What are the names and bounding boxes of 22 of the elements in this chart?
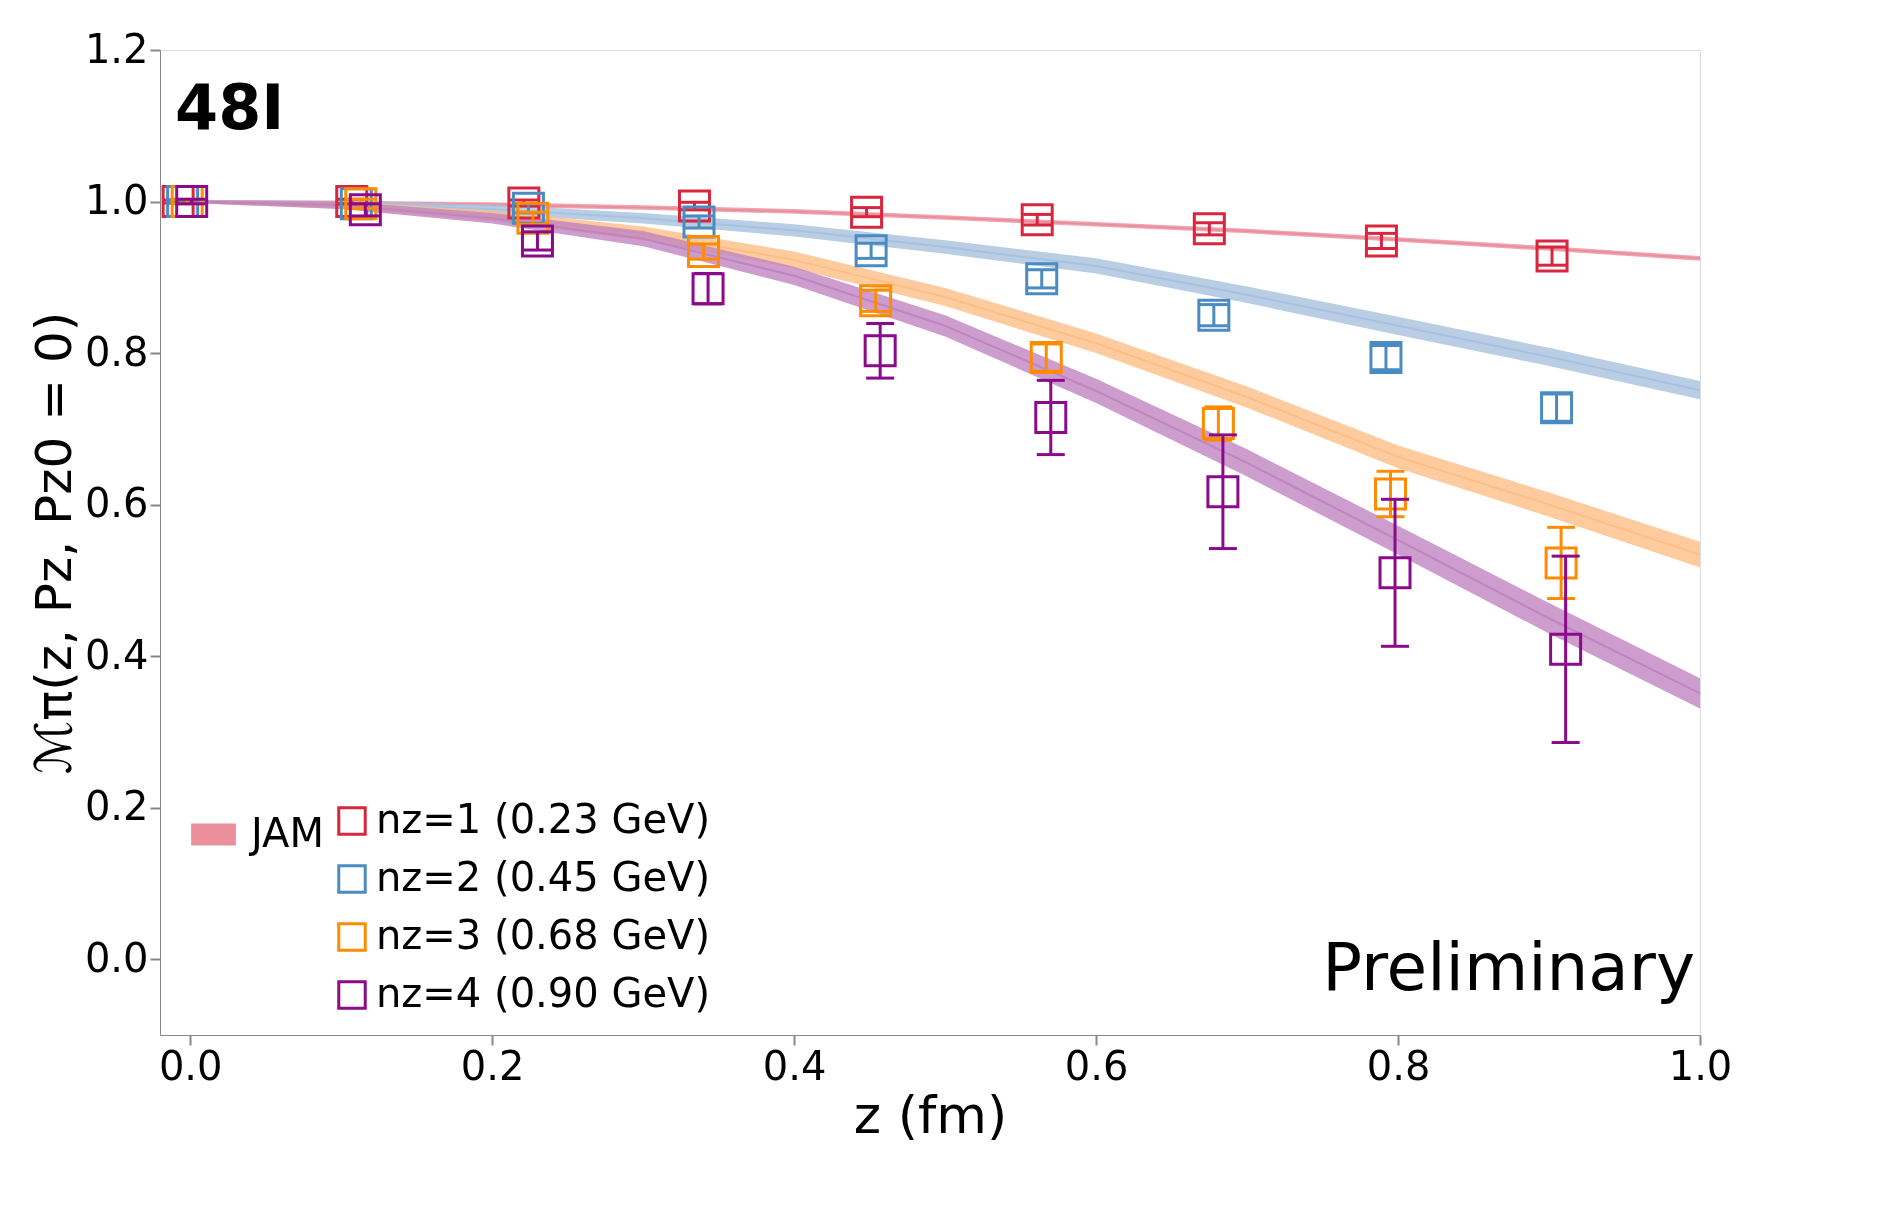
y-tick-label: 0.8 [84,328,149,375]
x-tick-label: 1.0 [1668,1042,1733,1089]
legend-label: nz=4 (0.90 GeV) [376,970,710,1016]
y-axis-title: ℳπ(z, Pz, Pz0 = 0) [24,311,83,775]
x-tick-label: 0.0 [158,1042,223,1089]
x-tick-label: 0.6 [1064,1042,1129,1089]
annotation: Preliminary [1322,929,1695,1006]
annotation: 48I [175,71,285,144]
x-axis-title: z (fm) [853,1084,1008,1145]
x-tick-label: 0.2 [460,1042,525,1089]
y-tick-label: 0.4 [84,631,149,678]
legend-label: nz=1 (0.23 GeV) [376,796,710,842]
y-tick-label: 0.0 [84,934,149,981]
y-tick-label: 0.2 [84,783,149,830]
legend-label: JAM [248,809,324,856]
legend-label: nz=2 (0.45 GeV) [376,854,710,900]
x-tick-label: 0.8 [1366,1042,1431,1089]
y-tick-label: 1.0 [84,177,149,224]
x-tick-label: 0.4 [762,1042,827,1089]
legend-label: nz=3 (0.68 GeV) [376,912,710,958]
y-tick-label: 0.6 [84,480,149,527]
y-tick-label: 1.2 [84,25,149,72]
